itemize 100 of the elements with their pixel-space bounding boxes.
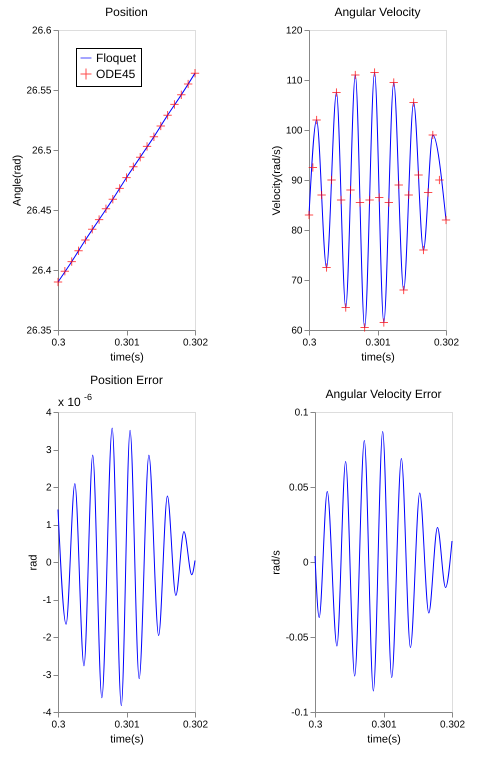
point (441, 215, 451, 225)
y-tick-label: -4 (42, 708, 52, 718)
y-tick-label: 80 (291, 226, 303, 236)
y-tick-label: 0 (46, 558, 52, 568)
point (136, 152, 145, 162)
point (404, 190, 414, 200)
line-series (58, 428, 196, 706)
point (108, 194, 118, 204)
point (384, 198, 394, 208)
point (316, 190, 326, 200)
point (170, 100, 180, 110)
point (360, 322, 370, 332)
y-tick-label: -0.1 (291, 708, 309, 718)
legend-label: ODE45 (96, 67, 136, 81)
y-tick-label: 100 (286, 126, 303, 136)
x-axis-title: time(s) (361, 352, 395, 364)
point (67, 256, 76, 266)
point (398, 285, 408, 295)
point (341, 302, 350, 312)
y-tick-label: 1 (46, 520, 52, 531)
point (332, 88, 342, 98)
y-axis-title: Velocity(rad/s) (270, 146, 283, 216)
chart-title: Position (105, 5, 148, 19)
x-tick-label: 0.3 (52, 338, 66, 348)
y-tick-label: -1 (42, 595, 52, 606)
text: x 10-6 (58, 392, 92, 409)
point (322, 262, 332, 272)
y-tick-label: 3 (46, 445, 52, 456)
y-axis-title: rad (28, 554, 40, 570)
point (304, 210, 314, 220)
y-axis-title: rad/s (270, 550, 283, 575)
point (346, 185, 356, 195)
point (434, 175, 444, 185)
y-tick-label: 26.45 (26, 206, 52, 216)
x-tick-label: 0.302 (182, 338, 208, 348)
point (60, 266, 70, 276)
point (88, 224, 97, 234)
point (394, 180, 404, 190)
point (374, 192, 384, 202)
point (53, 277, 63, 287)
y-tick-label: 120 (286, 26, 303, 36)
x-tick-label: 0.302 (182, 720, 208, 730)
point (423, 188, 433, 198)
x-axis-title: time(s) (110, 352, 144, 364)
point (408, 98, 418, 108)
point (80, 235, 90, 245)
point (355, 198, 365, 208)
y-tick-label: 26.4 (32, 266, 52, 276)
y-tick-label: 2 (46, 482, 52, 494)
y-tick-label: 26.6 (32, 26, 52, 36)
x-tick-label: 0.3 (308, 720, 323, 730)
point (428, 130, 438, 140)
x-tick-label: 0.301 (371, 720, 397, 730)
y-tick-label: 0.1 (294, 408, 309, 418)
x-axis-title: time(s) (110, 734, 144, 746)
x-tick-label: 0.3 (52, 720, 66, 730)
x-tick-label: 0.3 (302, 338, 317, 348)
point (176, 90, 186, 100)
y-axis-title: Angle(rad) (11, 154, 24, 206)
point (312, 115, 322, 125)
line-series (308, 72, 446, 328)
x-axis-title: time(s) (367, 734, 401, 746)
x-tick-label: 0.302 (440, 720, 466, 730)
point (370, 68, 380, 78)
chart-title: Position Error (90, 373, 163, 387)
point (308, 162, 318, 172)
chart-title: Angular Velocity (334, 5, 421, 19)
point (190, 68, 200, 78)
point (326, 175, 336, 185)
point (364, 195, 374, 205)
point (74, 246, 84, 256)
y-tick-label: -0.05 (286, 632, 309, 644)
point (101, 204, 111, 214)
x-tick-label: 0.302 (434, 338, 460, 348)
point (162, 110, 172, 120)
y-tick-label: 26.55 (26, 86, 52, 96)
point (183, 79, 193, 89)
point (156, 121, 166, 131)
point (418, 245, 428, 255)
point (414, 170, 424, 180)
point (94, 214, 104, 224)
line-series (314, 431, 452, 692)
point (379, 318, 388, 328)
point (114, 184, 124, 194)
y-tick-label: 0 (302, 558, 309, 568)
chart-title: Angular Velocity Error (325, 387, 442, 401)
y-tick-label: 90 (291, 176, 303, 186)
x-tick-label: 0.301 (114, 720, 140, 730)
y-tick-label: 110 (286, 76, 303, 86)
legend-label: Floquet (96, 51, 137, 65)
y-tick-label: 26.5 (32, 146, 52, 156)
x-tick-label: 0.301 (365, 338, 391, 348)
y-tick-label: 0.05 (289, 482, 309, 494)
x-tick-label: 0.301 (114, 338, 140, 348)
point (389, 78, 398, 88)
point (350, 70, 360, 80)
y-tick-label: -2 (42, 632, 52, 644)
y-tick-label: -3 (42, 670, 52, 681)
y-tick-label: 26.35 (26, 326, 52, 336)
point (142, 142, 152, 152)
